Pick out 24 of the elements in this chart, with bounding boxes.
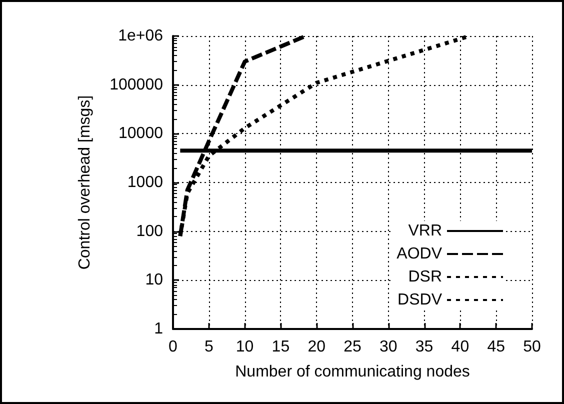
- x-tick-label: 50: [523, 338, 541, 356]
- x-tick-label: 0: [168, 338, 178, 356]
- y-tick-label: 1e+06: [118, 28, 164, 44]
- y-tick-label: 100000: [110, 76, 164, 94]
- x-tick-label: 30: [380, 338, 398, 356]
- x-tick-label: 25: [344, 338, 362, 356]
- legend-label: DSDV: [398, 292, 442, 308]
- x-tick-label: 35: [415, 338, 434, 356]
- x-tick-label: 10: [236, 338, 254, 356]
- y-tick-label: 1000: [127, 174, 164, 191]
- x-axis-title: Number of communicating nodes: [235, 364, 470, 380]
- y-tick-label: 1: [154, 320, 164, 338]
- x-tick-label: 40: [451, 338, 470, 356]
- y-tick-label: 100: [136, 222, 164, 240]
- x-tick-label: 20: [308, 338, 326, 356]
- x-tick-label: 45: [487, 338, 506, 356]
- y-tick-label: 10000: [118, 125, 164, 142]
- legend-label: AODV: [396, 246, 442, 262]
- y-axis-title: Control overhead [msgs]: [76, 95, 94, 270]
- x-tick-label: 15: [272, 338, 290, 356]
- x-tick-label: 5: [204, 338, 214, 356]
- y-tick-label: 10: [145, 272, 164, 289]
- legend-label: DSR: [408, 268, 442, 286]
- legend-label: VRR: [408, 222, 442, 240]
